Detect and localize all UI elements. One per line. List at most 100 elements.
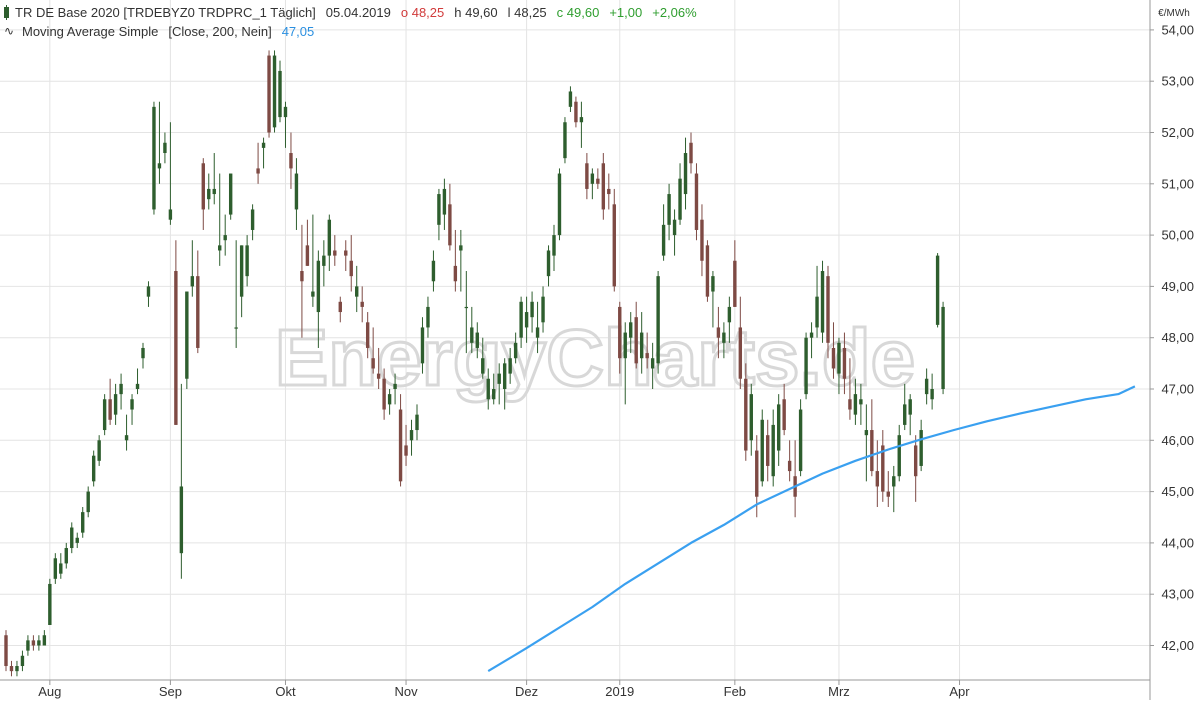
candle (913, 435, 918, 502)
candle (453, 229, 458, 292)
candle (607, 173, 611, 210)
candle-body (157, 163, 162, 169)
candle (935, 253, 940, 328)
candle (102, 394, 107, 436)
candle (333, 235, 337, 266)
candle (75, 532, 79, 549)
candle (870, 399, 874, 477)
candle-body (552, 235, 556, 256)
candle (727, 296, 732, 343)
candle-body (360, 301, 364, 307)
candle-body (530, 301, 534, 318)
candle (645, 332, 649, 369)
candle-body (481, 358, 485, 374)
candle-body (486, 378, 490, 400)
candle (119, 373, 123, 410)
candle (53, 553, 58, 584)
candle-body (755, 450, 759, 497)
candle-body (201, 163, 205, 210)
candle-body (815, 296, 819, 328)
sma-value: 47,05 (281, 24, 315, 39)
candle (667, 183, 671, 241)
legend-change: +1,00 (609, 5, 643, 20)
candle (568, 86, 573, 112)
candle-body (15, 666, 19, 672)
candle-body (667, 194, 671, 225)
candle-body (141, 347, 145, 359)
candle (629, 312, 633, 354)
y-tick-label: 50,00 (1161, 228, 1194, 243)
candle-body (459, 245, 463, 251)
candle (481, 337, 485, 379)
candle (387, 389, 392, 415)
candle-body (601, 163, 606, 210)
candle-body (196, 276, 200, 348)
candle (322, 240, 326, 287)
candle-body (760, 419, 764, 482)
candle (48, 578, 52, 625)
candle-body (311, 291, 315, 297)
candle-body (513, 342, 518, 359)
candle-body (168, 209, 173, 220)
candle-body (590, 173, 595, 184)
candle (601, 153, 606, 220)
candle-body (842, 347, 847, 379)
candle-body (629, 322, 633, 338)
candle (86, 486, 90, 518)
candle (930, 373, 934, 410)
candle (694, 163, 699, 241)
candle-body (623, 332, 627, 359)
candle-body (453, 265, 458, 282)
candle-body (70, 527, 74, 549)
y-tick-label: 42,00 (1161, 638, 1194, 653)
candle (678, 163, 682, 225)
candle-body (766, 435, 770, 466)
legend-close: c 49,60 (556, 5, 600, 20)
candle (470, 306, 474, 354)
y-axis-unit-label: €/MWh (1158, 8, 1190, 19)
candle (502, 358, 507, 410)
candle-body (9, 666, 14, 672)
candle (91, 450, 96, 487)
candle-body (913, 445, 918, 477)
legend-open: o 48,25 (400, 5, 445, 20)
candle (508, 347, 512, 384)
candle-body (431, 260, 436, 282)
x-tick-label: Apr (949, 684, 970, 699)
candle (223, 214, 227, 256)
candle-body (261, 142, 266, 148)
candle-body (250, 209, 255, 230)
candle (853, 378, 858, 425)
candle-body (886, 491, 890, 497)
chart-legend: TR DE Base 2020 [TRDEBYZ0 TRDPRC_1 Tägli… (4, 3, 697, 41)
candle (574, 96, 578, 128)
candle (4, 630, 8, 672)
x-tick-label: Sep (159, 684, 182, 699)
candle-body (75, 537, 79, 543)
y-tick-label: 49,00 (1161, 279, 1194, 294)
candle (409, 419, 414, 456)
candle (612, 188, 616, 292)
candle (859, 383, 863, 425)
candle (552, 224, 556, 272)
candle (842, 332, 847, 395)
candle (327, 214, 332, 272)
candle (376, 347, 381, 389)
candle-body (322, 255, 326, 266)
candle-body (239, 245, 244, 297)
candle (815, 265, 819, 338)
candle (530, 291, 534, 333)
legend-row-price: TR DE Base 2020 [TRDEBYZ0 TRDPRC_1 Tägli… (4, 3, 697, 22)
candle-body (618, 306, 622, 359)
candle-body (700, 219, 704, 261)
candle (305, 219, 310, 266)
y-tick-label: 45,00 (1161, 484, 1194, 499)
y-tick-label: 51,00 (1161, 176, 1194, 191)
candle-body (672, 219, 677, 236)
candle (59, 553, 63, 579)
candle (705, 240, 710, 302)
candle-body (782, 399, 786, 431)
candle-body (333, 250, 337, 256)
